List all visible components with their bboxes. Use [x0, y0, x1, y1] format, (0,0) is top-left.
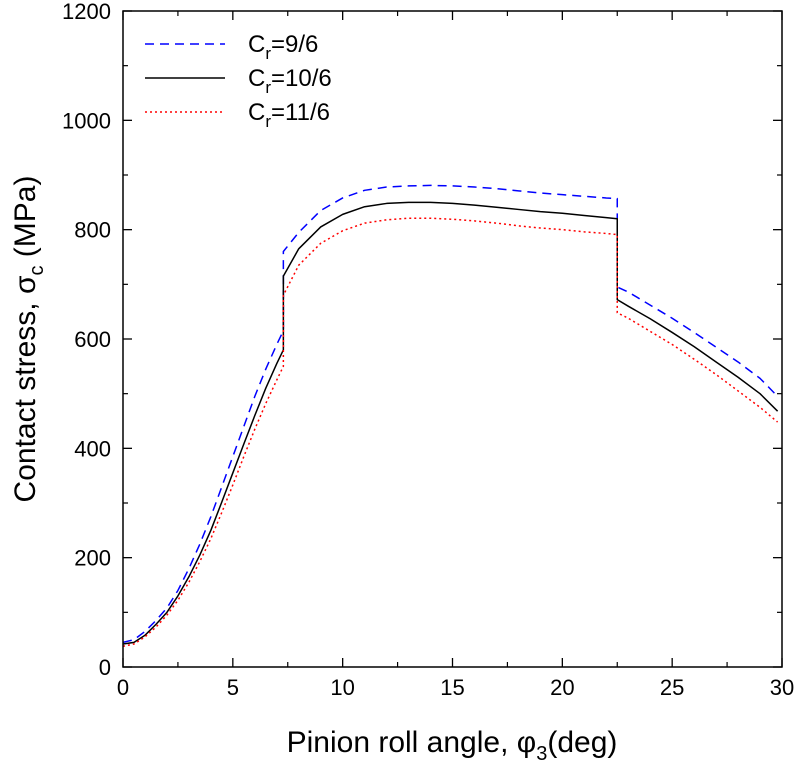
y-tick-label: 1000: [62, 108, 111, 133]
y-axis-title-main: Contact stress, σ: [9, 275, 42, 502]
legend-label-10-6: Cr=10/6: [248, 65, 332, 97]
series-layer: [122, 184, 779, 647]
y-axis-title: Contact stress, σc (MPa): [9, 176, 48, 503]
y-tick-label: 400: [74, 436, 111, 461]
series-line-9-6: [122, 184, 779, 644]
legend-label-10-6-sub: r: [265, 78, 271, 97]
legend-label-11-6-main: C: [248, 99, 265, 126]
legend-label-9-6-sub: r: [265, 44, 271, 63]
legend-label-9-6-tail: =9/6: [271, 31, 318, 58]
x-axis-title: Pinion roll angle, φ3(deg): [287, 726, 618, 764]
legend-label-11-6-sub: r: [265, 112, 271, 131]
legend: Cr=9/6 Cr=10/6 Cr=11/6: [145, 31, 332, 131]
y-axis-title-sub: c: [26, 266, 48, 276]
y-tick-label: 800: [74, 218, 111, 243]
y-axis-title-tail: (MPa): [9, 176, 42, 266]
series-line-11-6: [122, 217, 779, 647]
x-tick-label: 10: [330, 675, 354, 700]
y-tick-label: 1200: [62, 0, 111, 24]
x-tick-label: 0: [117, 675, 129, 700]
y-tick-label: 600: [74, 327, 111, 352]
x-axis-title-tail: (deg): [547, 726, 617, 759]
x-axis-title-sub: 3: [536, 743, 547, 764]
legend-label-11-6-tail: =11/6: [271, 99, 330, 126]
legend-label-9-6-main: C: [248, 31, 265, 58]
legend-label-10-6-tail: =10/6: [271, 65, 332, 92]
y-tick-label: 200: [74, 546, 111, 571]
x-tick-label: 5: [227, 675, 239, 700]
x-tick-label: 25: [660, 675, 684, 700]
legend-label-9-6: Cr=9/6: [248, 31, 318, 63]
tick-layer: 0 5 10 15 20 25 30 0 200 400 600 800 1000 1200: [62, 0, 794, 700]
legend-label-10-6-main: C: [248, 65, 265, 92]
x-tick-label: 15: [440, 675, 464, 700]
x-tick-label: 20: [550, 675, 574, 700]
x-axis-title-main: Pinion roll angle, φ: [287, 726, 537, 759]
y-tick-label: 0: [99, 655, 111, 680]
legend-label-11-6: Cr=11/6: [248, 99, 330, 131]
x-tick-label: 30: [770, 675, 794, 700]
series-line-10-6: [122, 201, 779, 645]
